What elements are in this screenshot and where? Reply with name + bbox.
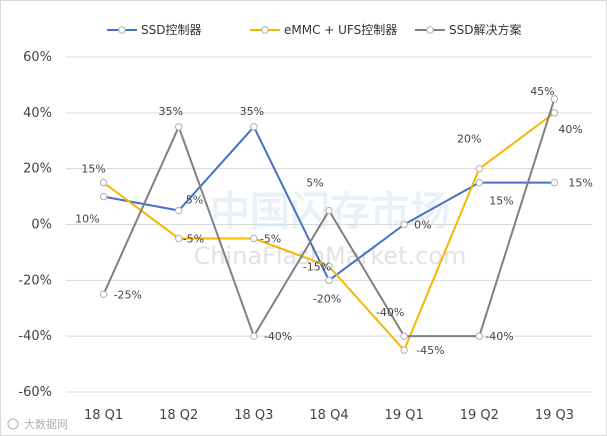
legend-marker — [118, 26, 126, 34]
series-2: 15% -5% -5% -15% -45% 20% 40% — [81, 109, 583, 357]
x-axis: 18 Q1 18 Q2 18 Q3 18 Q4 19 Q1 19 Q2 19 Q3 — [84, 408, 574, 423]
legend-item: SSD解决方案 — [415, 22, 521, 37]
data-point — [475, 178, 483, 187]
data-label: -15% — [303, 260, 331, 273]
data-point — [99, 178, 108, 187]
data-label: 20% — [457, 133, 481, 146]
legend: SSD控制器 eMMC + UFS控制器 SSD解决方案 — [107, 22, 521, 37]
data-label: -25% — [114, 288, 142, 301]
series-layer: 10% 5% 35% -20% 0% 15% 15% 15% -5% -5% -15% -45% 20%… — [75, 85, 593, 357]
x-tick-label: 18 Q3 — [234, 408, 273, 423]
data-point — [325, 206, 333, 215]
y-tick-label: -40% — [18, 329, 52, 344]
legend-marker — [261, 26, 269, 34]
data-point — [550, 178, 559, 187]
data-point — [175, 123, 183, 131]
corner-logo-icon — [7, 418, 19, 430]
series-3: -25% 35% -40% 5% -40% -40% 45% — [99, 85, 559, 343]
y-tick-label: -20% — [18, 273, 52, 288]
corner-watermark: 大数据网 — [24, 417, 68, 431]
data-label: 5% — [186, 194, 203, 207]
data-label: -20% — [313, 292, 341, 305]
data-label: -5% — [183, 232, 204, 245]
x-tick-label: 19 Q2 — [460, 408, 499, 423]
data-point — [400, 220, 408, 229]
data-label: -5% — [260, 232, 281, 245]
data-point — [250, 332, 258, 340]
data-label: 15% — [489, 195, 513, 208]
legend-label: SSD控制器 — [141, 23, 201, 37]
data-point — [325, 262, 333, 271]
x-tick-label: 18 Q2 — [159, 408, 198, 423]
data-point — [550, 95, 559, 103]
data-label: 35% — [158, 105, 182, 118]
data-label: -45% — [416, 344, 444, 357]
data-label: -40% — [264, 330, 292, 343]
legend-marker — [426, 26, 434, 34]
data-label: -40% — [376, 306, 404, 319]
legend-item: eMMC + UFS控制器 — [250, 23, 397, 37]
series-1: 10% 5% 35% -20% 0% 15% 15% — [75, 105, 593, 306]
data-point — [475, 332, 483, 340]
legend-label: SSD解决方案 — [449, 22, 521, 37]
x-tick-label: 19 Q1 — [385, 408, 424, 423]
y-axis: 60% 40% 20% 0% -20% -40% -60% — [18, 50, 52, 400]
data-point — [325, 276, 333, 285]
data-point — [250, 123, 258, 131]
data-point — [475, 164, 483, 173]
legend-item: SSD控制器 — [107, 23, 201, 37]
y-tick-label: 0% — [31, 218, 52, 233]
data-point — [400, 332, 408, 340]
data-label: -40% — [485, 330, 513, 343]
x-tick-label: 18 Q1 — [84, 408, 123, 423]
y-tick-label: 60% — [23, 50, 52, 65]
data-label: 15% — [81, 163, 105, 176]
data-label: 10% — [75, 213, 99, 226]
x-tick-label: 18 Q4 — [309, 408, 348, 423]
y-tick-label: 20% — [23, 162, 52, 177]
data-point — [250, 234, 258, 243]
data-label: 35% — [240, 105, 264, 118]
data-label: 40% — [558, 123, 582, 136]
data-label: 15% — [568, 177, 592, 190]
data-point — [99, 192, 108, 201]
data-label: 0% — [414, 219, 431, 232]
data-point — [175, 234, 183, 243]
data-label: 45% — [530, 85, 554, 98]
data-point — [175, 206, 183, 215]
legend-label: eMMC + UFS控制器 — [284, 23, 397, 37]
x-tick-label: 19 Q3 — [535, 408, 574, 423]
data-label: 5% — [306, 177, 323, 190]
data-point — [99, 290, 108, 298]
data-point — [550, 109, 559, 117]
y-tick-label: -60% — [18, 385, 52, 400]
data-point — [400, 346, 408, 354]
y-tick-label: 40% — [23, 106, 52, 121]
